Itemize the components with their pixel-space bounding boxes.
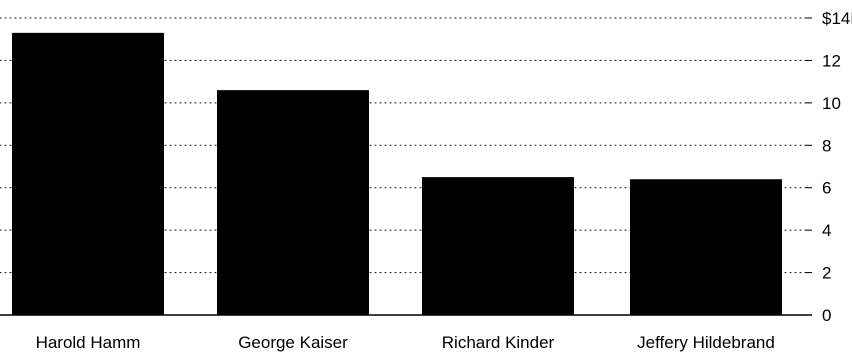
- bar-george-kaiser: [217, 90, 369, 315]
- y-tick-label-2: 2: [822, 264, 831, 283]
- y-tick-label-4: 4: [822, 221, 831, 240]
- y-tick-label-0: 0: [822, 306, 831, 325]
- x-tick-label-richard-kinder: Richard Kinder: [442, 333, 555, 352]
- x-tick-label-george-kaiser: George Kaiser: [238, 333, 348, 352]
- bars: [12, 32, 782, 315]
- x-tick-label-jeffery-hildebrand: Jeffery Hildebrand: [637, 333, 775, 352]
- y-tick-label-10: 10: [822, 94, 841, 113]
- y-axis: 0 2 4 6 8 10 12 $14B: [0, 9, 852, 325]
- bar-jeffery-hildebrand: [630, 179, 782, 315]
- y-tick-label-12: 12: [822, 51, 841, 70]
- bar-harold-hamm: [12, 32, 164, 315]
- x-tick-label-harold-hamm: Harold Hamm: [36, 333, 141, 352]
- y-tick-label-14: $14B: [822, 9, 852, 28]
- y-tick-label-8: 8: [822, 136, 831, 155]
- x-axis: Harold Hamm George Kaiser Richard Kinder Je…: [36, 333, 775, 352]
- bar-richard-kinder: [422, 177, 574, 315]
- y-tick-label-6: 6: [822, 179, 831, 198]
